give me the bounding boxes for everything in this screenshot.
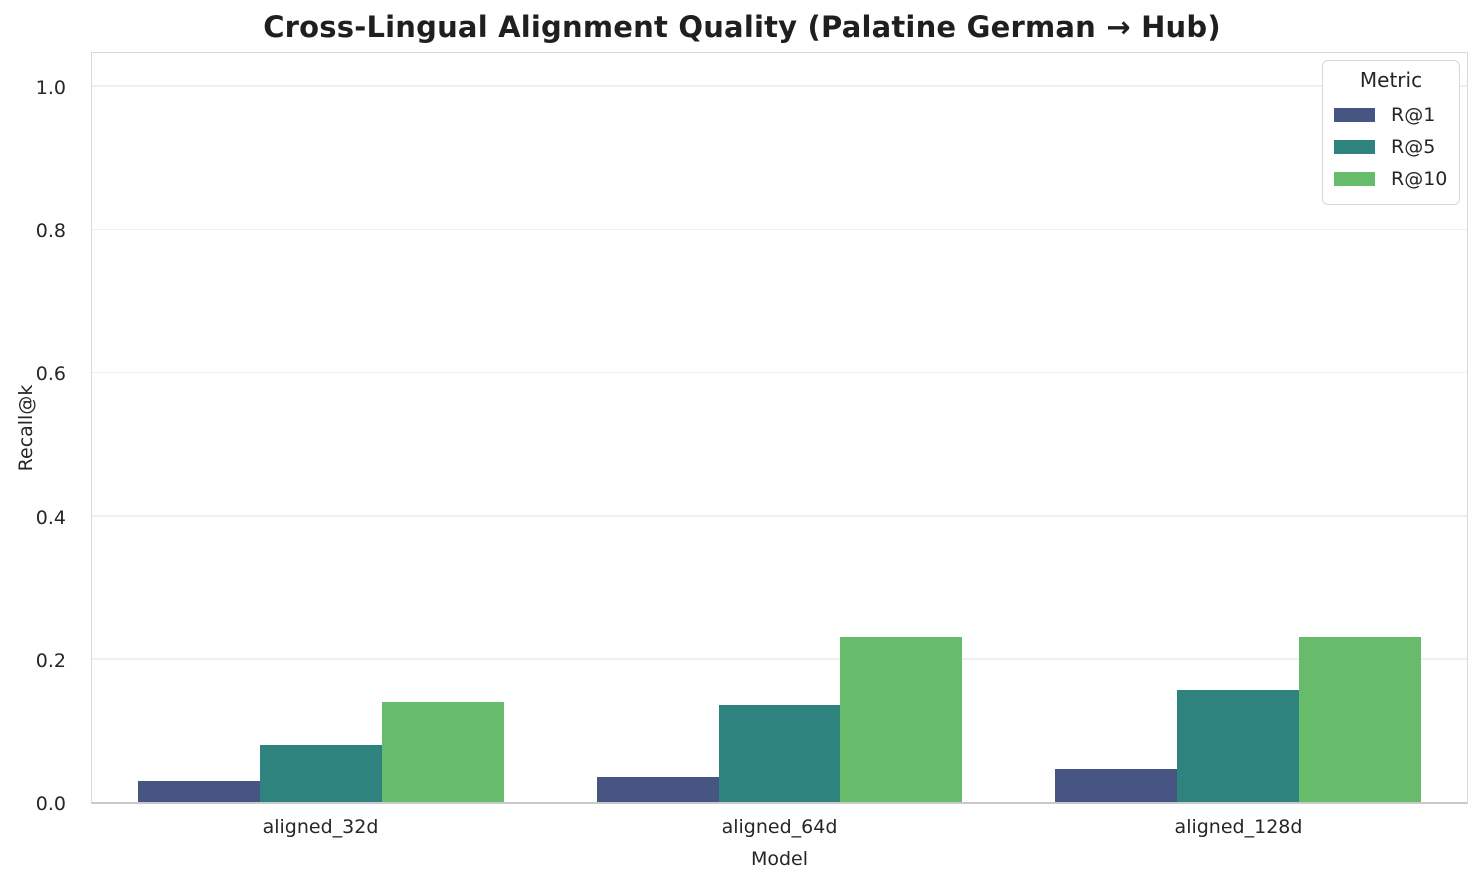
legend-item-R@1: R@1 (1333, 99, 1449, 131)
bar-R@10-aligned_128d (1298, 636, 1421, 802)
x-tick-label: aligned_32d (262, 816, 379, 838)
y-tick-label: 0.4 (35, 506, 66, 529)
chart-title: Cross-Lingual Alignment Quality (Palatin… (263, 10, 1221, 44)
bar-R@10-aligned_64d (840, 636, 963, 802)
legend-swatch-icon (1334, 172, 1375, 186)
legend-label: R@1 (1391, 104, 1436, 126)
bar-R@5-aligned_64d (718, 704, 841, 802)
plot-area (91, 52, 1468, 804)
legend-item-R@5: R@5 (1333, 131, 1449, 163)
x-tick-label: aligned_128d (1174, 816, 1303, 838)
gridline (92, 228, 1467, 231)
gridline (92, 371, 1467, 374)
y-tick-label: 0.6 (35, 363, 66, 386)
legend-title: Metric (1359, 68, 1423, 92)
legend-item-R@10: R@10 (1333, 163, 1449, 195)
y-tick-label: 1.0 (35, 76, 66, 99)
gridline (92, 85, 1467, 87)
legend-label: R@10 (1391, 168, 1448, 190)
x-tick-label: aligned_64d (721, 816, 838, 838)
bar-R@10-aligned_32d (382, 701, 505, 802)
legend-swatch-icon (1334, 140, 1375, 154)
bar-R@5-aligned_32d (260, 744, 383, 802)
bar-groups (92, 53, 1467, 802)
legend-swatch-icon (1334, 108, 1375, 122)
gridline (92, 658, 1467, 660)
x-axis-ticks: aligned_32d aligned_64d aligned_128d (91, 816, 1468, 838)
bar-R@1-aligned_64d (596, 776, 719, 802)
gridline (92, 515, 1467, 517)
bar-group-aligned_32d (92, 53, 550, 802)
y-tick-label: 0.8 (35, 220, 66, 243)
bar-R@1-aligned_128d (1054, 769, 1177, 802)
x-axis-label: Model (750, 848, 809, 870)
legend-label: R@5 (1391, 136, 1436, 158)
y-tick-label: 0.2 (35, 649, 66, 672)
bar-R@5-aligned_128d (1176, 689, 1299, 802)
bar-group-aligned_64d (550, 53, 1008, 802)
legend: Metric R@1 R@5 R@10 (1322, 60, 1460, 205)
bar-group-aligned_128d (1009, 53, 1467, 802)
y-axis-ticks: 0.0 0.2 0.4 0.6 0.8 1.0 (0, 52, 80, 815)
y-tick-label: 0.0 (35, 793, 66, 815)
bar-R@1-aligned_32d (138, 780, 261, 802)
